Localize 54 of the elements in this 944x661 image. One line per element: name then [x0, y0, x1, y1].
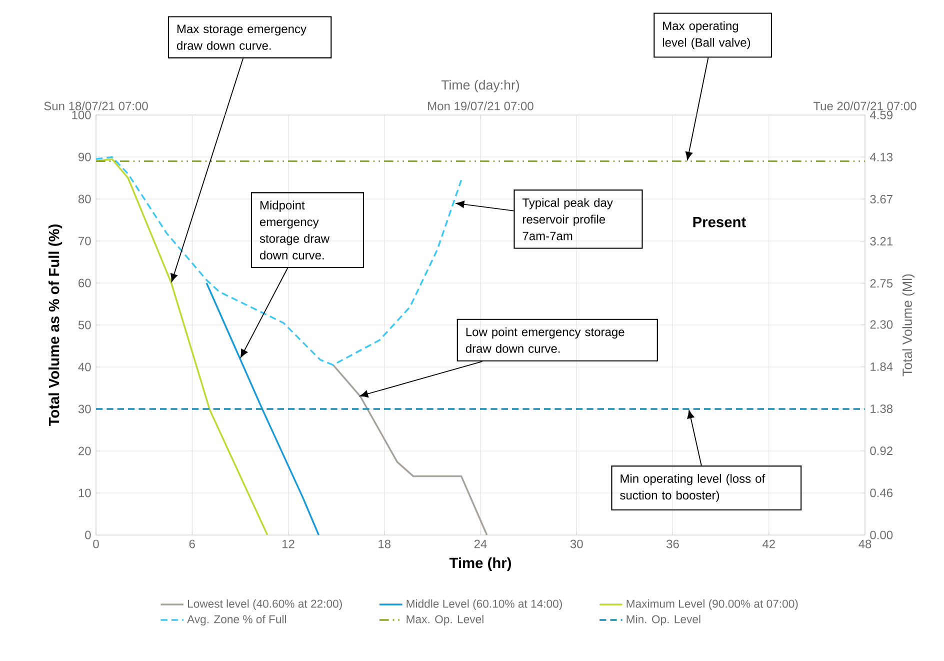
legend-label: Max. Op. Level — [406, 614, 484, 626]
y2-tick-label: 1.84 — [870, 362, 893, 371]
y2-tick-label: 4.59 — [870, 110, 892, 120]
annotation: Typical peak day reservoir profile 7am-7am — [522, 198, 613, 240]
y2-tick-label: 0.92 — [870, 446, 892, 456]
x-axis-title: Time (hr) — [449, 557, 512, 572]
legend-label: Min. Op. Level — [626, 614, 700, 626]
line-series — [95, 156, 462, 366]
x2-tick-label: Sun 18/07/21 07:00 — [44, 101, 148, 110]
y-tick-label: 60 — [78, 278, 91, 288]
y-tick-label: 40 — [78, 362, 91, 372]
annotation: Low point emergency storage draw down curve. — [466, 327, 624, 353]
y-tick-label: 20 — [78, 446, 91, 456]
y-tick-label: 10 — [78, 488, 91, 498]
y-tick-label: 80 — [78, 194, 91, 204]
y-tick-label: 100 — [72, 110, 91, 120]
line-series — [332, 364, 488, 536]
legend-label: Middle Level (60.10% at 14:00) — [406, 599, 562, 610]
y-axis-title: Total Volume as % of Full (%) — [48, 224, 62, 426]
legend-label: Maximum Level (90.00% at 07:00) — [626, 599, 798, 610]
x-tick-label: 42 — [762, 540, 775, 548]
x-tick-label: 12 — [282, 540, 294, 548]
y2-tick-label: 1.38 — [870, 404, 893, 413]
annotation: Min operating level (loss of suction to booster) — [620, 474, 766, 502]
line-series — [206, 282, 320, 536]
x2-axis-title: Time (day:hr) — [441, 80, 520, 92]
y-tick-label: 30 — [78, 404, 91, 414]
y2-axis-title: Total Volume (Ml) — [902, 274, 915, 376]
x-tick-label: 36 — [666, 540, 679, 548]
y-tick-label: 0 — [85, 530, 91, 540]
y-tick-label: 70 — [78, 236, 91, 246]
x-tick-label: 0 — [93, 540, 99, 548]
y2-tick-label: 3.67 — [870, 194, 892, 204]
x2-tick-label: Mon 19/07/21 07:00 — [428, 101, 534, 110]
x-tick-label: 6 — [189, 540, 195, 548]
y2-tick-label: 4.13 — [870, 152, 893, 162]
annotation: Max operating level (Ball valve) — [662, 21, 750, 50]
annotation: Present — [693, 216, 746, 228]
legend-label: Avg. Zone % of Full — [187, 614, 286, 626]
legend-label: Lowest level (40.60% at 22:00) — [188, 599, 342, 610]
y2-tick-label: 3.21 — [870, 237, 892, 246]
x2-tick-label: Tue 20/07/21 07:00 — [813, 101, 916, 110]
y2-tick-label: 0.46 — [870, 488, 893, 498]
y-tick-label: 50 — [78, 320, 91, 330]
x-tick-label: 18 — [378, 540, 391, 548]
x-tick-label: 30 — [570, 540, 583, 548]
y-tick-label: 90 — [78, 152, 91, 162]
annotation: Max storage emergency draw down curve. — [176, 24, 306, 50]
x-tick-label: 24 — [474, 540, 487, 548]
x-tick-label: 48 — [858, 540, 872, 548]
y2-tick-label: 0.00 — [870, 530, 893, 540]
y2-tick-label: 2.75 — [870, 279, 893, 288]
y2-tick-label: 2.30 — [870, 320, 893, 329]
annotation: Midpoint emergency storage draw down curve. — [260, 200, 330, 260]
